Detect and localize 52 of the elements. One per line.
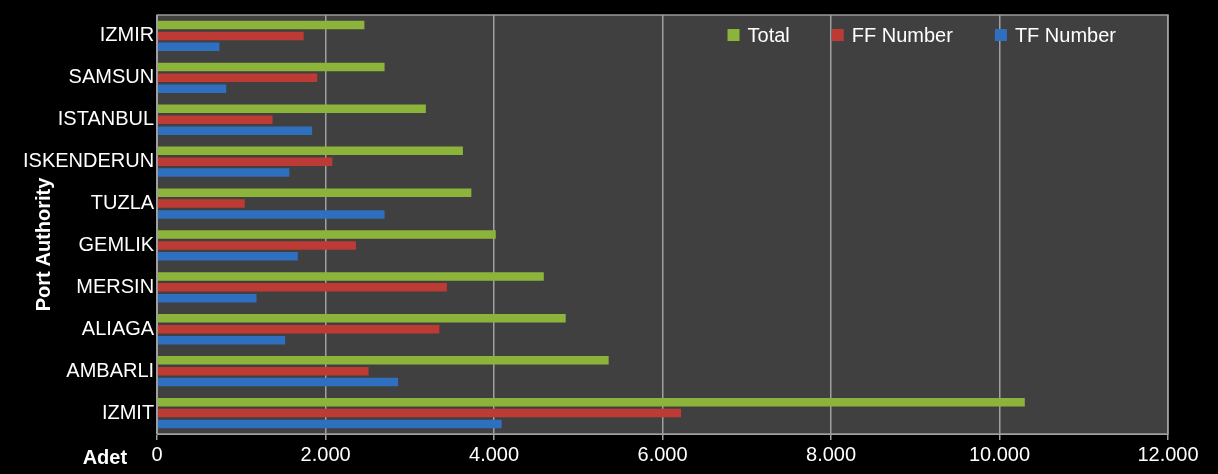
x-tick-label: 2.000 bbox=[300, 442, 351, 465]
bar bbox=[157, 230, 496, 239]
y-tick-label: TUZLA bbox=[90, 191, 155, 214]
legend-label: FF Number bbox=[851, 23, 954, 46]
bar bbox=[157, 168, 290, 177]
bar bbox=[157, 294, 257, 303]
x-tick-label: 8.000 bbox=[806, 442, 857, 465]
bar bbox=[157, 31, 304, 41]
x-tick-label: 10.000 bbox=[968, 442, 1031, 465]
bar bbox=[157, 188, 472, 197]
bar bbox=[157, 408, 682, 418]
bar bbox=[157, 84, 227, 93]
bar bbox=[157, 356, 609, 365]
x-tick-label: 12.000 bbox=[1137, 442, 1199, 465]
bar bbox=[157, 42, 220, 52]
y-axis-title: Port Authority bbox=[31, 176, 54, 312]
bar bbox=[157, 210, 385, 219]
bar bbox=[157, 377, 399, 387]
bar bbox=[157, 126, 313, 135]
bar bbox=[157, 199, 245, 208]
x-tick-label: 6.000 bbox=[637, 442, 688, 465]
bar bbox=[157, 314, 566, 323]
y-tick-label: MERSIN bbox=[76, 274, 155, 297]
bar bbox=[157, 335, 286, 345]
x-axis-title: Adet bbox=[82, 445, 128, 468]
bar bbox=[157, 325, 440, 334]
bar bbox=[157, 20, 365, 30]
legend-label: TF Number bbox=[1014, 23, 1117, 46]
y-tick-label: ALIAGA bbox=[81, 316, 155, 339]
bar bbox=[157, 419, 502, 429]
y-tick-label: ISTANBUL bbox=[57, 107, 155, 130]
bar bbox=[157, 366, 369, 376]
y-tick-label: SAMSUN bbox=[68, 65, 155, 88]
bar bbox=[157, 272, 544, 281]
bar bbox=[157, 252, 298, 261]
bar bbox=[157, 146, 463, 156]
y-tick-label: IZMIR bbox=[99, 23, 155, 46]
bar bbox=[157, 397, 1025, 407]
bar bbox=[157, 115, 273, 124]
y-tick-label: ISKENDERUN bbox=[22, 149, 155, 172]
bar bbox=[157, 157, 333, 166]
y-tick-label: AMBARLI bbox=[66, 358, 155, 381]
bar bbox=[157, 241, 356, 250]
x-tick-label: 0 bbox=[151, 442, 163, 465]
y-tick-label: GEMLIK bbox=[78, 232, 155, 255]
bar bbox=[157, 104, 426, 114]
x-tick-label: 4.000 bbox=[469, 442, 520, 465]
bar bbox=[157, 62, 385, 72]
bar bbox=[157, 283, 447, 292]
bar bbox=[157, 73, 318, 83]
y-tick-label: IZMIT bbox=[101, 400, 155, 423]
legend-label: Total bbox=[747, 23, 790, 46]
